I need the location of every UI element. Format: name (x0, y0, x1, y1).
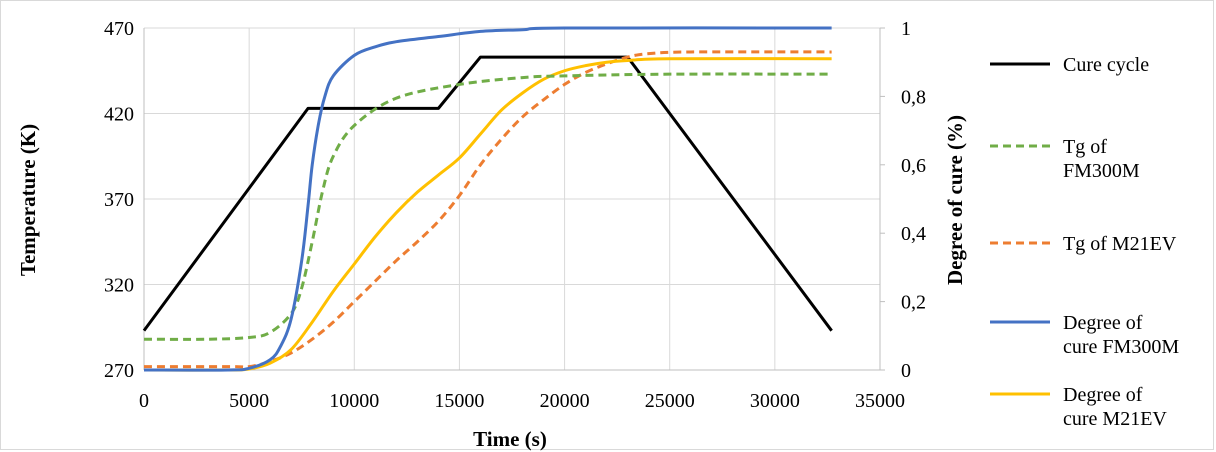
x-tick-label: 25000 (645, 390, 695, 412)
y-left-tick-label: 470 (104, 18, 134, 40)
x-tick-label: 10000 (329, 390, 379, 412)
y-right-tick-label: 1 (901, 18, 911, 40)
x-tick-label: 15000 (434, 390, 484, 412)
y-right-tick-label: 0,4 (901, 223, 926, 245)
y-left-tick-label: 320 (104, 275, 134, 297)
axes (143, 27, 885, 371)
y-right-tick-label: 0,2 (901, 292, 926, 314)
series-line-cure-cycle (142, 55, 833, 332)
legend-label-cure-cycle: Cure cycle (1063, 54, 1149, 76)
legend-label-degree-of-cure-fm300m: Degree of cure FM300M (1063, 312, 1179, 358)
x-axis-title: Time (s) (473, 427, 547, 451)
y-left-tick-label: 370 (104, 189, 134, 211)
y-left-axis-ticks: 270 320 370 420 470 (104, 18, 134, 382)
legend: Cure cycle Tg of FM300M Tg of M21EV Degree o… (990, 54, 1179, 430)
x-tick-label: 30000 (750, 390, 800, 412)
y-right-tick-label: 0,6 (901, 155, 926, 177)
x-axis-ticks: 0 5000 10000 15000 20000 25000 30000 35000 (139, 390, 905, 412)
legend-label-tg-of-m21ev: Tg of M21EV (1063, 233, 1177, 255)
y-right-axis-title: Degree of cure (%) (943, 115, 967, 285)
x-tick-label: 5000 (229, 390, 269, 412)
y-left-tick-label: 420 (104, 104, 134, 126)
series-line-tg-of-fm300m (143, 72, 832, 341)
series-layer (142, 26, 833, 372)
x-tick-label: 20000 (540, 390, 590, 412)
y-left-axis-title: Temperature (K) (16, 124, 40, 276)
series-line-degree-of-cure-fm300m (143, 26, 832, 372)
series-line-degree-of-cure-m21ev (143, 57, 832, 372)
series-line-tg-of-m21ev (143, 50, 832, 369)
y-right-axis-ticks: 0 0,2 0,4 0,6 0,8 1 (901, 18, 926, 382)
legend-label-degree-of-cure-m21ev: Degree of cure M21EV (1063, 384, 1167, 430)
y-right-tick-label: 0,8 (901, 86, 926, 108)
x-tick-label: 35000 (855, 390, 905, 412)
x-tick-label: 0 (139, 390, 149, 412)
y-left-tick-label: 270 (104, 360, 134, 382)
y-right-tick-label: 0 (901, 360, 911, 382)
legend-label-tg-of-fm300m: Tg of FM300M (1063, 136, 1140, 182)
